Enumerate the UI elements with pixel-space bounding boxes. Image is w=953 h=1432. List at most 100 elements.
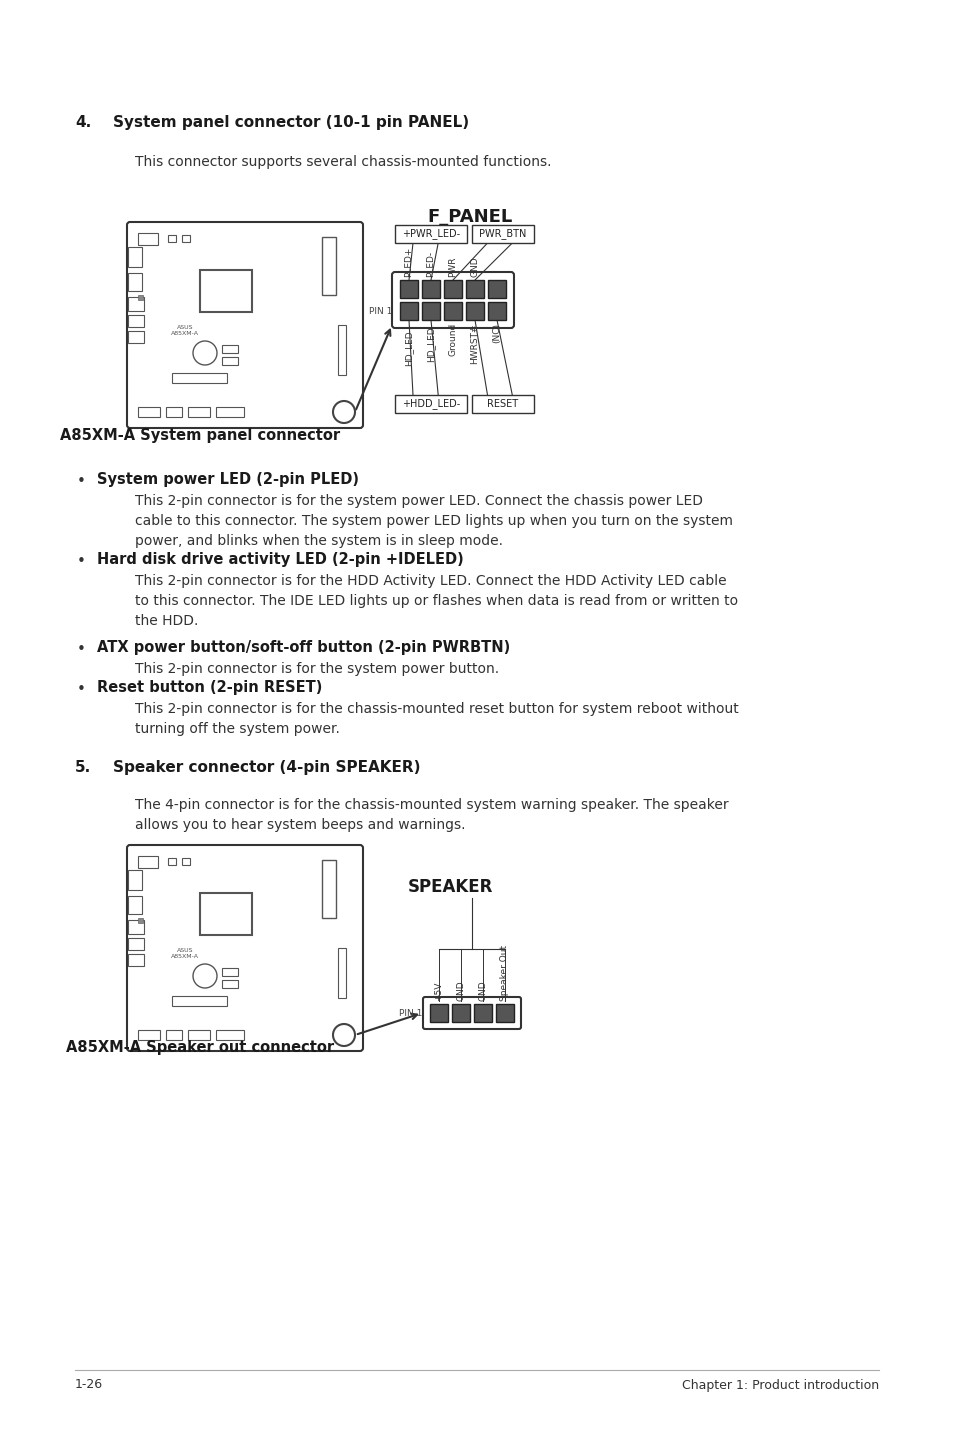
Text: (NC): (NC) [492, 324, 501, 344]
Bar [128, 919, 144, 934]
Text: Ground: Ground [448, 324, 457, 357]
Text: PWR_BTN: PWR_BTN [478, 229, 526, 239]
Text: Reset button (2-pin RESET): Reset button (2-pin RESET) [97, 680, 322, 695]
Bar [496, 1004, 514, 1022]
Bar [395, 225, 467, 243]
Bar [322, 238, 335, 295]
Text: •: • [77, 682, 86, 697]
Bar [222, 979, 237, 988]
Text: PIN 1: PIN 1 [398, 1008, 421, 1018]
Bar [182, 235, 190, 242]
Bar [472, 395, 534, 412]
Text: F_PANEL: F_PANEL [427, 208, 512, 226]
Text: System power LED (2-pin PLED): System power LED (2-pin PLED) [97, 473, 358, 487]
FancyBboxPatch shape [127, 222, 363, 428]
Bar [465, 281, 483, 298]
Text: •: • [77, 642, 86, 657]
Bar [215, 1030, 244, 1040]
Text: PLED-: PLED- [426, 251, 435, 276]
Text: Chapter 1: Product introduction: Chapter 1: Product introduction [681, 1379, 878, 1392]
Bar [168, 235, 175, 242]
Text: +HDD_LED-: +HDD_LED- [401, 398, 459, 410]
Bar [128, 246, 142, 266]
Text: GND: GND [456, 981, 465, 1001]
Bar [322, 861, 335, 918]
Text: System panel connector (10-1 pin PANEL): System panel connector (10-1 pin PANEL) [112, 115, 469, 130]
Bar [128, 871, 142, 891]
Text: +5V: +5V [434, 981, 443, 1001]
Bar [488, 302, 505, 319]
Bar [138, 918, 143, 924]
Text: Speaker Out: Speaker Out [500, 945, 509, 1001]
Bar [128, 331, 144, 344]
Bar [443, 281, 461, 298]
Text: This connector supports several chassis-mounted functions.: This connector supports several chassis-… [135, 155, 551, 169]
Text: Hard disk drive activity LED (2-pin +IDELED): Hard disk drive activity LED (2-pin +IDE… [97, 551, 463, 567]
Text: A85XM-A Speaker out connector: A85XM-A Speaker out connector [66, 1040, 334, 1055]
Bar [128, 896, 142, 914]
Bar [222, 345, 237, 354]
Bar [399, 281, 417, 298]
Bar [172, 372, 227, 382]
Bar [421, 302, 439, 319]
Bar [337, 948, 346, 998]
Bar [443, 302, 461, 319]
Bar [188, 1030, 210, 1040]
Circle shape [333, 1024, 355, 1045]
Bar [399, 302, 417, 319]
Text: SPEAKER: SPEAKER [407, 878, 492, 896]
Circle shape [193, 341, 216, 365]
Bar [395, 395, 467, 412]
Bar [128, 938, 144, 949]
Text: This 2-pin connector is for the system power button.: This 2-pin connector is for the system p… [135, 662, 498, 676]
Bar [138, 295, 143, 299]
Bar [138, 233, 158, 245]
Text: RESET: RESET [487, 400, 518, 410]
Text: A85XM-A System panel connector: A85XM-A System panel connector [60, 428, 339, 442]
Bar [215, 407, 244, 417]
Bar [465, 302, 483, 319]
Text: This 2-pin connector is for the system power LED. Connect the chassis power LED
: This 2-pin connector is for the system p… [135, 494, 732, 548]
Text: PIN 1: PIN 1 [368, 306, 392, 315]
Circle shape [333, 401, 355, 422]
Text: •: • [77, 474, 86, 488]
Bar [166, 407, 182, 417]
Bar [488, 281, 505, 298]
Text: 5.: 5. [75, 760, 91, 775]
Text: HD_LED-: HD_LED- [426, 324, 435, 362]
Text: The 4-pin connector is for the chassis-mounted system warning speaker. The speak: The 4-pin connector is for the chassis-m… [135, 798, 728, 832]
Bar [222, 968, 237, 977]
Bar [138, 407, 160, 417]
Bar [200, 894, 252, 935]
Bar [421, 281, 439, 298]
Text: ATX power button/soft-off button (2-pin PWRBTN): ATX power button/soft-off button (2-pin … [97, 640, 510, 654]
Bar [168, 858, 175, 865]
Text: GND: GND [470, 256, 479, 276]
Text: •: • [77, 554, 86, 569]
Text: This 2-pin connector is for the chassis-mounted reset button for system reboot w: This 2-pin connector is for the chassis-… [135, 702, 738, 736]
Bar [138, 856, 158, 868]
Bar [172, 997, 227, 1007]
Text: Speaker connector (4-pin SPEAKER): Speaker connector (4-pin SPEAKER) [112, 760, 420, 775]
Bar [128, 274, 142, 291]
Bar [474, 1004, 492, 1022]
Text: HD_LED+: HD_LED+ [404, 324, 413, 367]
Text: +PWR_LED-: +PWR_LED- [401, 229, 459, 239]
Bar [166, 1030, 182, 1040]
Bar [182, 858, 190, 865]
Bar [188, 407, 210, 417]
Bar [128, 315, 144, 326]
Circle shape [193, 964, 216, 988]
Text: HWRST#: HWRST# [470, 324, 479, 364]
Text: PWR: PWR [448, 256, 457, 276]
Bar [472, 225, 534, 243]
Text: PLED+: PLED+ [404, 246, 413, 276]
Text: ASUS
A85XM-A: ASUS A85XM-A [171, 948, 199, 959]
Bar [430, 1004, 448, 1022]
Bar [138, 1030, 160, 1040]
Bar [337, 325, 346, 375]
Bar [222, 357, 237, 365]
Text: 4.: 4. [75, 115, 91, 130]
Text: GND: GND [478, 981, 487, 1001]
FancyBboxPatch shape [127, 845, 363, 1051]
